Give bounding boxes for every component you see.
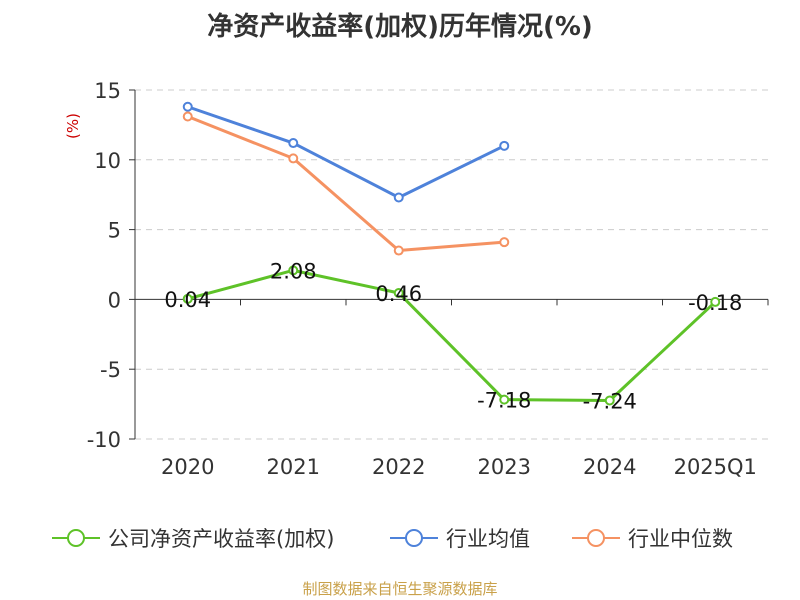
y-tick-label: 5 — [108, 219, 121, 243]
source-note: 制图数据来自恒生聚源数据库 — [302, 580, 498, 598]
data-point — [182, 293, 193, 304]
legend-item-industry-mean[interactable]: 行业均值 — [390, 518, 530, 558]
y-tick-label: 10 — [94, 149, 121, 173]
x-tick-label: 2025Q1 — [674, 455, 757, 479]
data-point — [182, 101, 193, 112]
data-point — [288, 265, 299, 276]
series-line-2 — [187, 115, 505, 253]
data-point — [288, 138, 299, 149]
x-tick-label: 2023 — [478, 455, 531, 479]
y-tick-label: 15 — [94, 79, 121, 103]
data-label: 0.04 — [164, 288, 211, 312]
grid-lines — [135, 89, 768, 440]
chart-title: 净资产收益率(加权)历年情况(%) — [207, 12, 593, 42]
y-axis-label: (%) — [64, 113, 82, 139]
series-line-0 — [187, 268, 717, 402]
legend-label-company: 公司净资产收益率(加权) — [108, 527, 335, 551]
y-tick-label: -5 — [100, 358, 121, 382]
legend-marker-industry-mean — [390, 529, 438, 547]
data-label: 2.08 — [270, 259, 317, 283]
data-label: -7.24 — [583, 389, 637, 413]
series-points — [182, 101, 721, 406]
axes — [129, 89, 769, 440]
data-point — [393, 287, 404, 298]
data-point — [393, 245, 404, 256]
x-tick-label: 2020 — [161, 455, 214, 479]
data-label: -0.18 — [688, 291, 742, 315]
data-point — [499, 394, 510, 405]
x-tick-label: 2021 — [267, 455, 320, 479]
data-point — [499, 140, 510, 151]
series-line-1 — [187, 105, 505, 199]
data-label: -7.18 — [477, 389, 531, 413]
legend-item-company[interactable]: 公司净资产收益率(加权) — [52, 518, 334, 558]
legend-label-industry-median: 行业中位数 — [628, 527, 733, 551]
data-point — [288, 153, 299, 164]
legend-marker-industry-median — [572, 529, 620, 547]
data-point — [499, 237, 510, 248]
data-point — [182, 111, 193, 122]
legend-item-industry-median[interactable]: 行业中位数 — [572, 518, 733, 558]
y-tick-labels: 15 10 5 0 -5 -10 — [87, 79, 121, 452]
data-label: 0.46 — [375, 282, 422, 306]
data-labels: 0.04 2.08 0.46 -7.18 -7.24 -0.18 — [164, 259, 742, 413]
data-point — [604, 395, 615, 406]
y-tick-label: 0 — [108, 288, 121, 312]
legend-label-industry-mean: 行业均值 — [446, 527, 530, 551]
data-point — [710, 296, 721, 307]
y-tick-label: -10 — [87, 428, 121, 452]
legend-marker-company — [52, 529, 100, 547]
series-lines — [187, 105, 717, 402]
x-tick-labels: 2020 2021 2022 2023 2024 2025Q1 — [161, 455, 757, 479]
legend: 公司净资产收益率(加权) 行业均值 行业中位数 — [0, 518, 800, 558]
x-tick-label: 2024 — [583, 455, 636, 479]
data-point — [393, 192, 404, 203]
x-tick-label: 2022 — [372, 455, 425, 479]
